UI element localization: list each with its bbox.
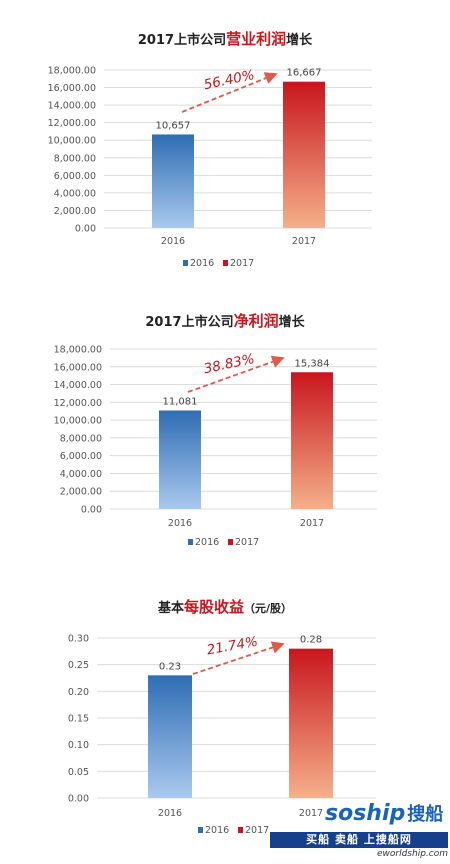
y-tick-label: 14,000.00 — [48, 101, 96, 112]
y-tick-label: 10,000.00 — [48, 136, 96, 147]
value-label-2016: 0.23 — [159, 661, 181, 672]
legend-label-2017: 2017 — [235, 537, 259, 548]
legend-label-2016: 2016 — [190, 258, 214, 269]
title-highlight: 净利润 — [233, 312, 279, 330]
y-tick-label: 0.00 — [81, 505, 102, 516]
title-prefix: 2017上市公司 — [145, 315, 234, 330]
chart-panel-1: 2017上市公司营业利润增长 0.00 2,000.00 4,000.00 6,000… — [0, 0, 450, 290]
site-watermark: soship 搜船 买船 卖船 上搜船网 eworldship.com — [270, 800, 450, 864]
y-tick-label: 2,000.00 — [60, 487, 102, 498]
x-tick-label-2017: 2017 — [299, 808, 323, 819]
bar-2017 — [289, 648, 333, 798]
y-tick-label: 6,000.00 — [54, 171, 96, 182]
y-tick-label: 0.00 — [68, 794, 89, 805]
bar-chart-1: 0.00 2,000.00 4,000.00 6,000.00 8,000.00 10,0… — [48, 66, 372, 269]
x-tick-label-2016: 2016 — [158, 808, 182, 819]
legend-swatch-2016 — [188, 539, 193, 545]
value-label-2017: 15,384 — [295, 358, 330, 369]
y-tick-label: 10,000.00 — [54, 416, 102, 427]
title-prefix: 基本 — [157, 601, 184, 616]
watermark-logo: soship 搜船 — [325, 800, 450, 828]
y-tick-label: 8,000.00 — [54, 153, 96, 164]
y-tick-label: 16,000.00 — [54, 362, 102, 373]
y-tick-label: 12,000.00 — [48, 118, 96, 129]
title-highlight: 每股收益 — [183, 598, 244, 616]
legend-label-2017: 2017 — [245, 825, 269, 836]
y-tick-label: 2,000.00 — [54, 206, 96, 217]
legend-swatch-2017 — [223, 260, 228, 266]
watermark-logo-text: soship — [325, 801, 406, 826]
bar-chart-3: 0.00 0.05 0.10 0.15 0.20 0.25 0.30 0.23 2016 0.28… — [68, 634, 376, 836]
y-tick-label: 0.15 — [68, 714, 89, 725]
y-tick-label: 0.00 — [75, 224, 96, 235]
growth-label: 21.74% — [206, 634, 259, 659]
y-tick-label: 18,000.00 — [54, 345, 102, 356]
bar-2017 — [283, 81, 325, 228]
legend-swatch-2016 — [198, 827, 203, 833]
value-label-2017: 16,667 — [287, 68, 322, 79]
y-tick-label: 0.30 — [68, 634, 89, 645]
x-tick-label-2016: 2016 — [161, 236, 185, 247]
y-tick-label: 6,000.00 — [60, 451, 102, 462]
legend-label-2016: 2016 — [195, 537, 219, 548]
y-tick-label: 14,000.00 — [54, 380, 102, 391]
legend-swatch-2016 — [183, 260, 188, 266]
chart-panel-2: 2017上市公司净利润增长 0.00 2,000.00 4,000.00 6,000.… — [0, 290, 450, 570]
growth-label: 56.40% — [202, 67, 256, 93]
y-tick-label: 0.05 — [68, 767, 89, 778]
y-tick-label: 4,000.00 — [60, 469, 102, 480]
watermark-logo-cn: 搜船 — [407, 804, 444, 825]
x-tick-label-2017: 2017 — [292, 236, 316, 247]
growth-arrow — [187, 355, 285, 393]
title-suffix: 增长 — [286, 33, 313, 48]
legend-swatch-2017 — [228, 539, 233, 545]
y-tick-label: 0.20 — [68, 687, 89, 698]
y-tick-label: 4,000.00 — [54, 188, 96, 199]
y-tick-label: 0.25 — [68, 660, 89, 671]
legend-label-2016: 2016 — [205, 825, 229, 836]
y-tick-label: 8,000.00 — [60, 433, 102, 444]
legend-label-2017: 2017 — [230, 258, 254, 269]
watermark-banner: 买船 卖船 上搜船网 — [270, 832, 448, 848]
y-tick-label: 12,000.00 — [54, 398, 102, 409]
chart-panel-3: 基本每股收益（元/股） 0.00 0.05 0.10 0.15 0.20 0.25 0.30… — [0, 580, 450, 864]
y-tick-label: 18,000.00 — [48, 66, 96, 77]
value-label-2016: 10,657 — [156, 120, 191, 131]
chart-title-3: 基本每股收益（元/股） — [0, 596, 450, 617]
title-suffix: 增长 — [278, 315, 305, 330]
x-tick-label-2017: 2017 — [300, 518, 324, 529]
x-tick-label-2016: 2016 — [168, 518, 192, 529]
growth-label: 38.83% — [202, 351, 256, 377]
y-tick-label: 0.10 — [68, 740, 89, 751]
title-suffix: （元/股） — [244, 602, 293, 615]
bar-chart-2: 0.00 2,000.00 4,000.00 6,000.00 8,000.00 10,0… — [54, 345, 377, 548]
bar-2017 — [291, 372, 333, 509]
bar-2016 — [152, 134, 194, 228]
y-tick-label: 16,000.00 — [48, 83, 96, 94]
chart-title-2: 2017上市公司净利润增长 — [0, 310, 450, 331]
title-prefix: 2017上市公司 — [137, 33, 227, 48]
bar-2016 — [159, 410, 201, 509]
legend-swatch-2017 — [238, 827, 243, 833]
value-label-2017: 0.28 — [300, 635, 322, 646]
bar-2016 — [148, 675, 192, 798]
value-label-2016: 11,081 — [163, 397, 198, 408]
chart-title-1: 2017上市公司营业利润增长 — [0, 28, 450, 49]
growth-arrow — [181, 72, 278, 113]
title-highlight: 营业利润 — [226, 30, 287, 48]
watermark-url: eworldship.com — [376, 849, 448, 859]
